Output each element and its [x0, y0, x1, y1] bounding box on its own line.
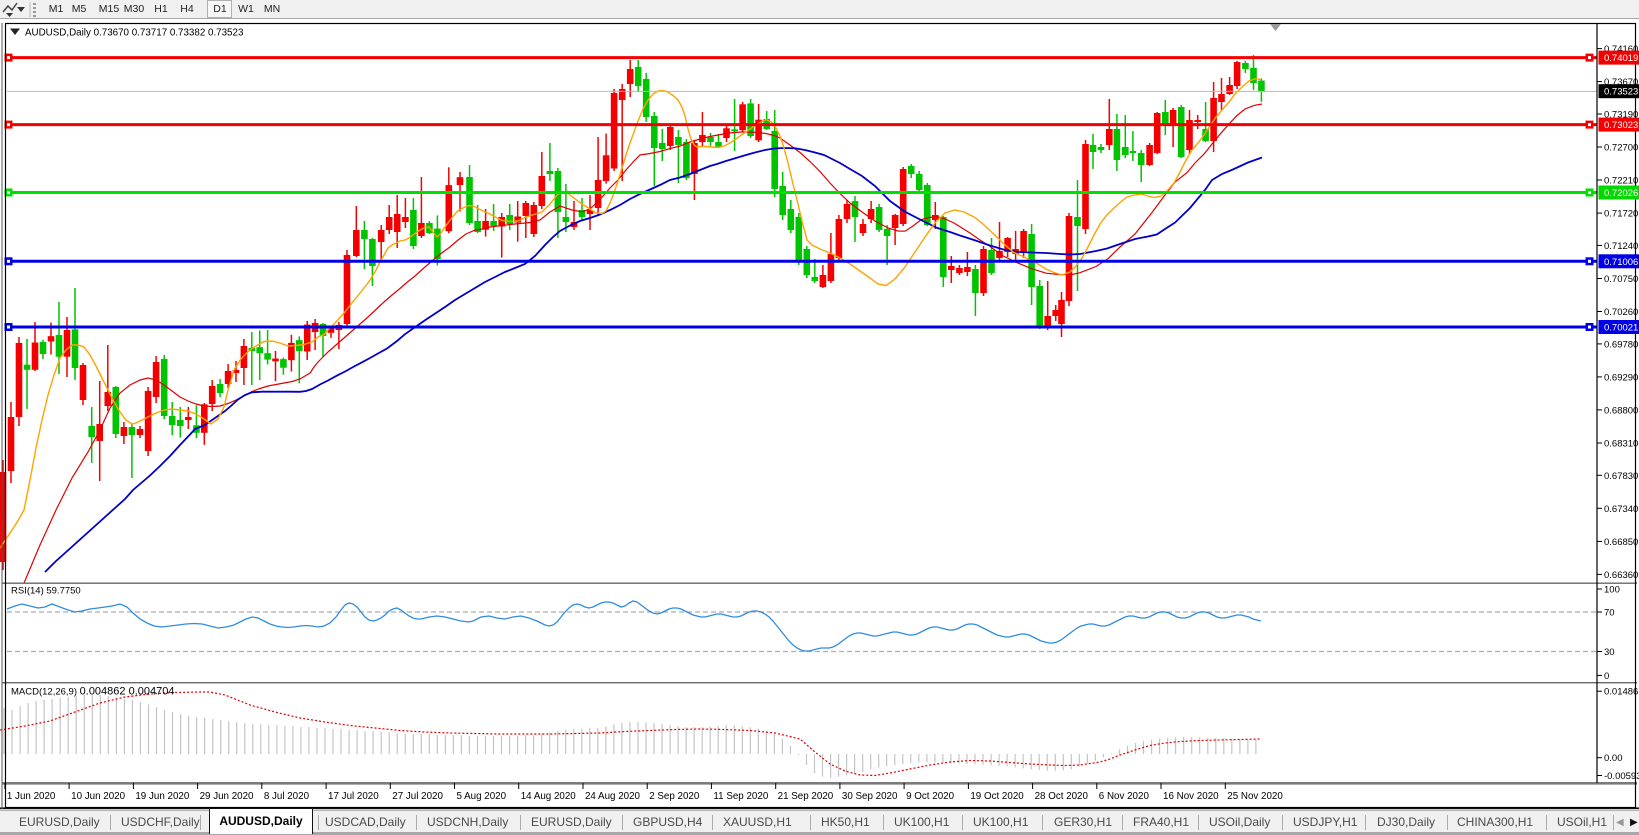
svg-text:16 Nov 2020: 16 Nov 2020 [1163, 791, 1219, 802]
svg-text:0.72026: 0.72026 [1604, 188, 1638, 199]
svg-text:10 Jun 2020: 10 Jun 2020 [71, 791, 125, 802]
svg-text:28 Oct 2020: 28 Oct 2020 [1035, 791, 1089, 802]
svg-text:25 Nov 2020: 25 Nov 2020 [1227, 791, 1283, 802]
svg-text:9 Oct 2020: 9 Oct 2020 [906, 791, 954, 802]
svg-text:30 Sep 2020: 30 Sep 2020 [842, 791, 898, 802]
svg-text:8 Jul 2020: 8 Jul 2020 [264, 791, 310, 802]
svg-text:17 Jul 2020: 17 Jul 2020 [328, 791, 379, 802]
svg-text:0.72700: 0.72700 [1604, 143, 1638, 154]
svg-text:19 Jun 2020: 19 Jun 2020 [135, 791, 189, 802]
svg-text:2 Sep 2020: 2 Sep 2020 [649, 791, 700, 802]
svg-text:0.69780: 0.69780 [1604, 339, 1638, 350]
svg-text:100: 100 [1604, 585, 1620, 596]
svg-text:0.71720: 0.71720 [1604, 209, 1638, 220]
svg-text:0.66850: 0.66850 [1604, 537, 1638, 548]
svg-text:0.71006: 0.71006 [1604, 257, 1638, 268]
svg-text:29 Jun 2020: 29 Jun 2020 [200, 791, 254, 802]
svg-text:27 Jul 2020: 27 Jul 2020 [392, 791, 443, 802]
svg-text:0: 0 [1604, 671, 1609, 682]
svg-text:0.68800: 0.68800 [1604, 405, 1638, 416]
svg-text:19 Oct 2020: 19 Oct 2020 [970, 791, 1024, 802]
svg-text:0.69290: 0.69290 [1604, 372, 1638, 383]
svg-text:0.67830: 0.67830 [1604, 471, 1638, 482]
svg-text:RSI(14) 59.7750: RSI(14) 59.7750 [11, 586, 81, 597]
svg-text:0.73023: 0.73023 [1604, 120, 1638, 131]
svg-text:0.00: 0.00 [1604, 753, 1623, 764]
svg-text:0.66360: 0.66360 [1604, 570, 1638, 581]
svg-text:14 Aug 2020: 14 Aug 2020 [521, 791, 577, 802]
svg-text:30: 30 [1604, 647, 1615, 658]
svg-text:0.70750: 0.70750 [1604, 274, 1638, 285]
svg-text:0.67340: 0.67340 [1604, 504, 1638, 515]
svg-text:24 Aug 2020: 24 Aug 2020 [585, 791, 641, 802]
svg-text:0.70260: 0.70260 [1604, 307, 1638, 318]
svg-text:1 Jun 2020: 1 Jun 2020 [7, 791, 56, 802]
svg-text:MACD(12,26,9) 0.004862 0.00470: MACD(12,26,9) 0.004862 0.004704 [11, 686, 174, 698]
svg-text:21 Sep 2020: 21 Sep 2020 [778, 791, 834, 802]
svg-text:0.72210: 0.72210 [1604, 176, 1638, 187]
svg-text:0.014861: 0.014861 [1604, 687, 1639, 698]
svg-text:0.71240: 0.71240 [1604, 241, 1638, 252]
svg-text:-0.005938: -0.005938 [1604, 771, 1639, 782]
svg-text:70: 70 [1604, 608, 1615, 619]
svg-text:6 Nov 2020: 6 Nov 2020 [1099, 791, 1150, 802]
svg-text:0.68310: 0.68310 [1604, 439, 1638, 450]
svg-text:0.73523: 0.73523 [1604, 87, 1638, 98]
svg-text:AUDUSD,Daily 0.73670 0.73717: AUDUSD,Daily 0.73670 0.73717 0.73382 0.7… [25, 28, 244, 39]
svg-text:11 Sep 2020: 11 Sep 2020 [713, 791, 768, 802]
svg-text:5 Aug 2020: 5 Aug 2020 [457, 791, 507, 802]
svg-text:0.74019: 0.74019 [1604, 53, 1638, 64]
svg-text:0.70021: 0.70021 [1604, 323, 1638, 334]
